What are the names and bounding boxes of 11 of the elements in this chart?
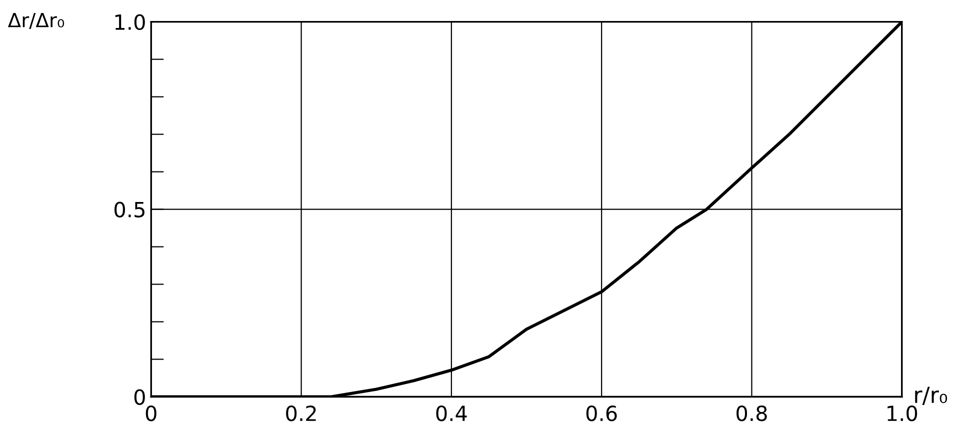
x-tick-label: 0.2 — [286, 405, 316, 422]
x-tick-label: 0.4 — [436, 405, 467, 422]
y-tick-label: 0.5 — [114, 202, 144, 218]
y-axis-title: Δr/Δr₀ — [8, 12, 64, 29]
x-axis-title: r/r₀ — [915, 386, 948, 405]
x-tick-label: 0.8 — [736, 405, 767, 422]
y-tick-label: 1.0 — [115, 14, 145, 30]
x-tick-label: 0 — [146, 405, 156, 422]
y-tick-label: 0 — [134, 389, 145, 405]
x-tick-label: 0.6 — [586, 405, 617, 422]
x-tick-label: 1.0 — [888, 405, 918, 422]
